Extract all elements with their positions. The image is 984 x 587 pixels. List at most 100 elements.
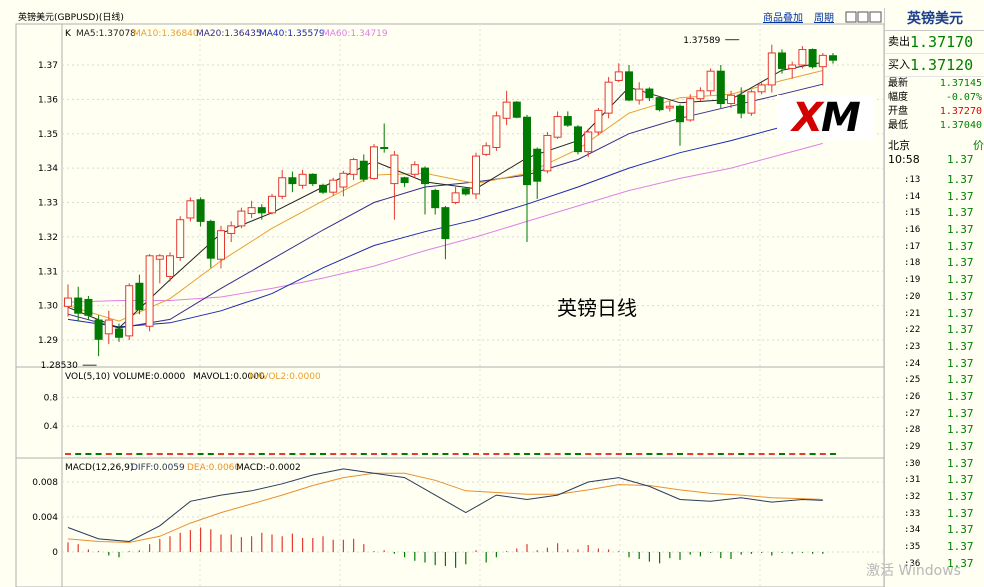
candle: [308, 173, 317, 186]
vol-bar: [269, 453, 275, 455]
tick-price: 1.37: [947, 356, 974, 370]
vol-bar: [126, 453, 133, 455]
y-tick-label: 1.29: [38, 336, 58, 346]
quote-stats: 最新 1.37145 幅度 -0.07% 开盘 1.37270 最低 1.37040: [885, 77, 984, 133]
tick-price: 1.37: [947, 323, 974, 337]
tick-time: :28: [904, 425, 921, 436]
layout-icon[interactable]: [869, 11, 882, 23]
candle-body: [84, 298, 93, 316]
vol-bar: [524, 453, 530, 455]
overlay-link[interactable]: 商品叠加: [763, 11, 803, 24]
vol-bar: [707, 453, 714, 455]
price-col-label: 价: [973, 139, 984, 152]
legend-ma60: MA60:1.34719: [322, 29, 388, 39]
candle: [104, 310, 113, 345]
vol-bar: [65, 453, 71, 455]
vol-bar: [554, 453, 561, 455]
candle-body: [594, 109, 603, 133]
candle: [257, 204, 266, 220]
candle: [492, 111, 501, 151]
tick-row: :18 1.37: [885, 255, 984, 272]
vol-bar: [809, 453, 816, 455]
buy-row[interactable]: 买入 1.37120: [885, 54, 984, 77]
candle-body: [502, 101, 511, 119]
vol-bar: [544, 453, 551, 455]
candle-body: [696, 90, 705, 100]
candle: [115, 323, 123, 342]
tick-time: :29: [904, 442, 921, 452]
candle-body: [767, 52, 776, 86]
vol-bar: [799, 453, 806, 455]
candle-body: [64, 297, 72, 307]
candle: [247, 200, 256, 218]
candle: [298, 169, 307, 189]
period-link[interactable]: 周期: [814, 12, 834, 24]
candle: [778, 49, 786, 74]
y-tick-labels: 1.29 1.30 1.31 1.32 1.33 1.34 1.35 1.36 1.37 0.4 0…: [32, 61, 58, 558]
candle: [125, 283, 134, 340]
zoom-in-icon[interactable]: [845, 11, 857, 23]
quote-stat-row: 幅度 -0.07%: [885, 91, 984, 105]
xm-logo-x: X: [792, 94, 823, 141]
tick-price: 1.37: [947, 223, 974, 237]
vol-bar: [371, 453, 377, 455]
macd-lines-layer: [67, 468, 823, 543]
candle: [74, 286, 83, 322]
candle-body: [706, 70, 715, 92]
tick-price: 1.37: [947, 440, 974, 453]
sell-row[interactable]: 卖出 1.37170: [885, 31, 984, 54]
y-tick-label: 1.36: [38, 95, 58, 105]
xm-logo-text: XM: [792, 94, 861, 141]
quote-stat-label: 幅度: [888, 92, 908, 103]
ma10-line: [67, 70, 823, 322]
candle-body: [257, 207, 266, 214]
vol-bar: [309, 453, 316, 455]
candle: [206, 219, 215, 268]
candle: [431, 188, 440, 215]
candle-body: [104, 319, 113, 335]
candle: [421, 166, 429, 215]
tick-row: :15 1.37: [885, 205, 984, 222]
tick-time: :33: [904, 508, 921, 519]
vol-bar: [381, 453, 388, 455]
candles-layer: [64, 44, 837, 357]
candle: [135, 274, 144, 315]
tick-row: :27 1.37: [885, 406, 984, 423]
candle-body: [523, 116, 531, 186]
zoom-out-icon[interactable]: [857, 11, 869, 23]
chart-title: 英镑美元(GBPUSD)(日线): [18, 11, 124, 23]
quote-stat-label: 开盘: [888, 106, 908, 117]
candle-body: [635, 88, 644, 101]
tick-row: :24 1.37: [885, 356, 984, 373]
legend-ma40: MA40:1.35579: [259, 29, 325, 39]
candle-body: [319, 184, 327, 193]
candle: [798, 46, 807, 69]
candle-body: [441, 207, 450, 240]
candle-body: [757, 84, 766, 93]
y-tick-label: 0.004: [32, 513, 58, 523]
y-tick-label: 0: [52, 548, 58, 558]
tick-row: :21 1.37: [885, 306, 984, 323]
ma10-layer: [67, 70, 823, 322]
vol-bar: [666, 453, 673, 455]
candle-body: [390, 154, 399, 185]
vol-bar: [585, 453, 592, 455]
tick-row: :16 1.37: [885, 222, 984, 239]
quote-panel: 英镑美元 卖出 1.37170 买入 1.37120 最新 1.37145 幅度 -0…: [884, 8, 984, 587]
tick-price: 1.37: [947, 406, 974, 420]
candle: [563, 111, 572, 127]
vol-bar: [717, 453, 724, 455]
tick-price: 1.37: [947, 523, 974, 537]
vol-bar: [595, 453, 602, 455]
candle-body: [380, 147, 389, 149]
tick-header: 北京 价 10:58 1.37: [885, 136, 984, 166]
candle-body: [625, 71, 633, 101]
candle: [543, 132, 552, 174]
candle-body: [655, 97, 664, 111]
tick-price: 1.37: [947, 289, 974, 303]
quote-stat-value: 1.37040: [939, 120, 982, 131]
tick-time: :22: [904, 325, 921, 336]
vol-bar: [748, 453, 755, 455]
candle-body: [247, 207, 256, 214]
